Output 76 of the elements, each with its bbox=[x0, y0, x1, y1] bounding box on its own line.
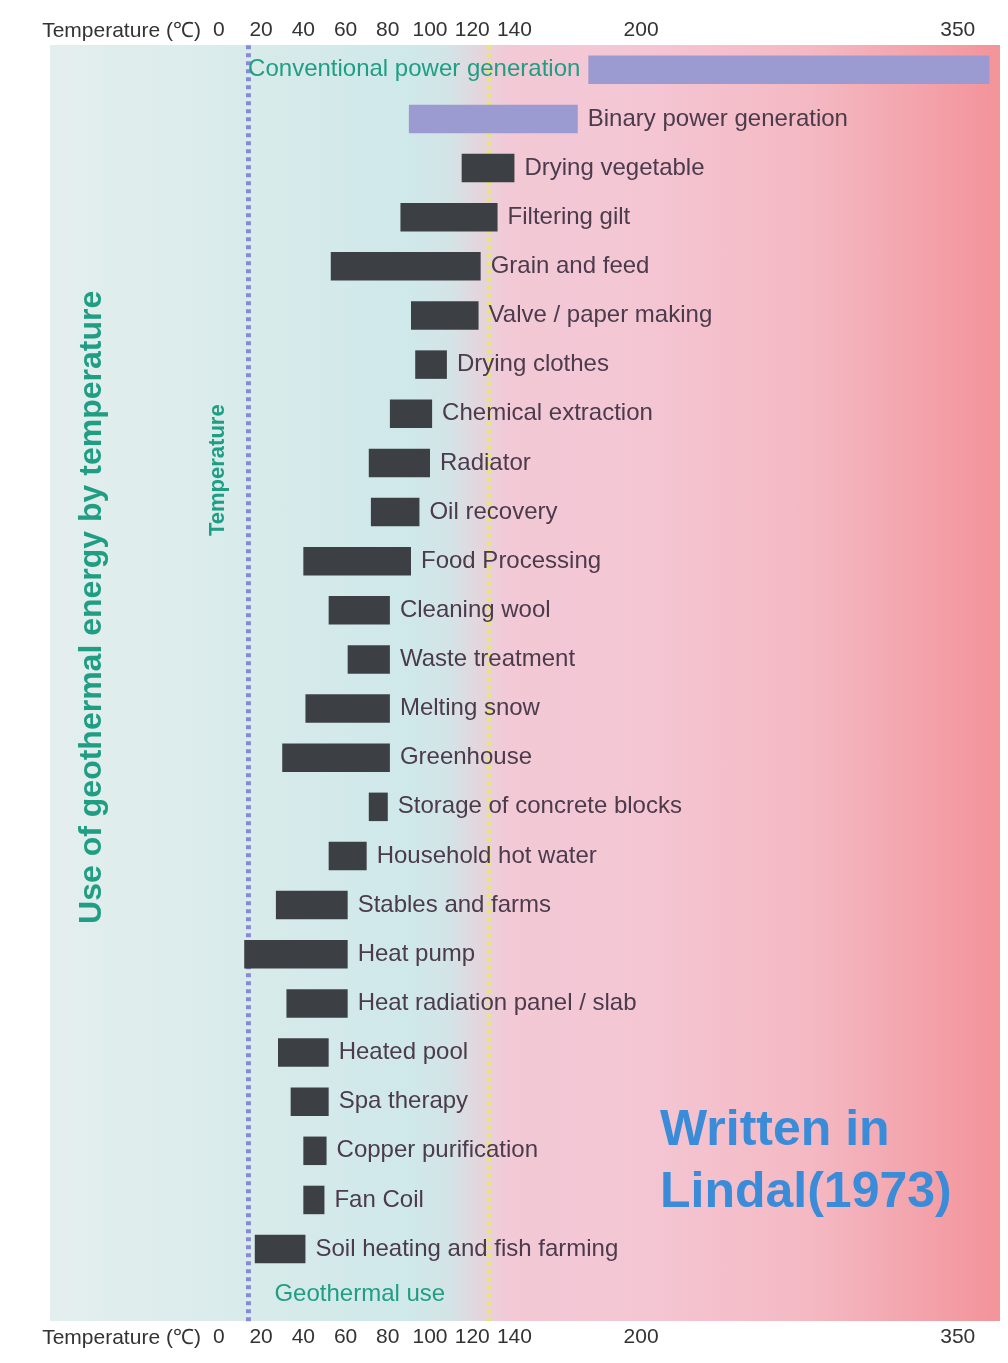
y-tick-label: Storage of concrete blocks bbox=[397, 791, 682, 819]
bar bbox=[305, 694, 390, 723]
y-tick-label: Household hot water bbox=[376, 840, 597, 868]
x2-tick-label: 60 bbox=[333, 1324, 358, 1348]
ref-line-label: Geothermal use bbox=[274, 1279, 446, 1307]
bar bbox=[328, 841, 367, 871]
x-tick-label: 100 bbox=[412, 17, 448, 41]
x2-tick-label: 200 bbox=[623, 1324, 659, 1348]
bar bbox=[330, 252, 481, 281]
bar bbox=[275, 890, 348, 920]
y-tick-label: Drying clothes bbox=[456, 349, 609, 377]
bar bbox=[244, 940, 348, 969]
y-tick-label: Heat pump bbox=[357, 938, 476, 966]
y-tick-label: Waste treatment bbox=[399, 644, 576, 672]
y-tick-label: Filtering gilt bbox=[507, 201, 631, 229]
x-tick-label: 0 bbox=[213, 17, 225, 41]
bar bbox=[400, 202, 498, 232]
x-tick-label: 80 bbox=[376, 17, 400, 41]
bar bbox=[254, 1234, 306, 1264]
bar bbox=[303, 1185, 325, 1215]
x-axis-title: Temperature (℃) bbox=[42, 1325, 201, 1349]
bar bbox=[370, 497, 420, 527]
bar bbox=[461, 153, 515, 183]
y-tick-label: Food Processing bbox=[421, 545, 602, 573]
y-tick-label: Copper purification bbox=[336, 1135, 539, 1163]
bar bbox=[286, 989, 348, 1018]
x2-tick-label: 0 bbox=[213, 1324, 225, 1348]
x2-tick-label: 40 bbox=[291, 1324, 316, 1348]
y-tick-label: Spa therapy bbox=[338, 1086, 469, 1114]
annotation: Written in Lindal(1973) bbox=[660, 1099, 952, 1218]
bar bbox=[408, 104, 578, 134]
y-tick-label: Drying vegetable bbox=[524, 152, 705, 180]
bar bbox=[347, 645, 390, 674]
x-tick-label: 200 bbox=[623, 17, 659, 41]
x2-tick-label: 140 bbox=[496, 1324, 532, 1348]
bar bbox=[303, 1136, 327, 1166]
y-tick-label: Heat radiation panel / slab bbox=[357, 988, 637, 1016]
x2-tick-label: 80 bbox=[376, 1324, 400, 1348]
bar bbox=[290, 1087, 329, 1116]
y-tick-label: Chemical extraction bbox=[442, 398, 653, 426]
y-tick-label: Soil heating and fish farming bbox=[315, 1233, 619, 1261]
y-tick-label: Greenhouse bbox=[399, 742, 532, 770]
y-tick-label: Valve / paper making bbox=[488, 300, 713, 328]
x-tick-label: 40 bbox=[291, 17, 316, 41]
x-tick-label: 60 bbox=[333, 17, 358, 41]
y-tick-label: Oil recovery bbox=[429, 496, 558, 524]
bar bbox=[368, 448, 430, 478]
x-tick-label: 350 bbox=[940, 17, 976, 41]
y-tick-label: Conventional power generation bbox=[248, 54, 581, 82]
y-tick-label: Melting snow bbox=[399, 693, 541, 721]
bar bbox=[415, 350, 447, 379]
bar bbox=[588, 55, 990, 85]
bar bbox=[278, 1038, 329, 1067]
x2-tick-label: 100 bbox=[412, 1324, 448, 1348]
x2-tick-label: 120 bbox=[454, 1324, 490, 1348]
y-tick-label: Binary power generation bbox=[587, 103, 848, 131]
x-tick-label: 20 bbox=[249, 17, 273, 41]
x-tick-label: 140 bbox=[496, 17, 532, 41]
y-tick-label: Stables and farms bbox=[357, 889, 552, 917]
y-tick-label: Fan Coil bbox=[334, 1184, 424, 1212]
bar bbox=[282, 743, 390, 772]
bar bbox=[368, 792, 388, 822]
x2-tick-label: 350 bbox=[940, 1324, 976, 1348]
x-tick-label: 120 bbox=[454, 17, 490, 41]
bar bbox=[411, 301, 479, 330]
y-tick-label: Radiator bbox=[440, 447, 531, 475]
y-axis-title: Use of geothermal energy by temperature bbox=[71, 290, 108, 924]
bar bbox=[328, 596, 390, 625]
bar bbox=[303, 546, 411, 576]
y-tick-label: Heated pool bbox=[338, 1037, 469, 1065]
y-tick-label: Cleaning wool bbox=[399, 594, 551, 622]
x2-axis-title: Temperature (℃) bbox=[42, 18, 201, 42]
annotation: Temperature bbox=[204, 404, 230, 537]
y-tick-label: Grain and feed bbox=[490, 250, 650, 278]
bar bbox=[389, 399, 433, 428]
x2-tick-label: 20 bbox=[249, 1324, 273, 1348]
